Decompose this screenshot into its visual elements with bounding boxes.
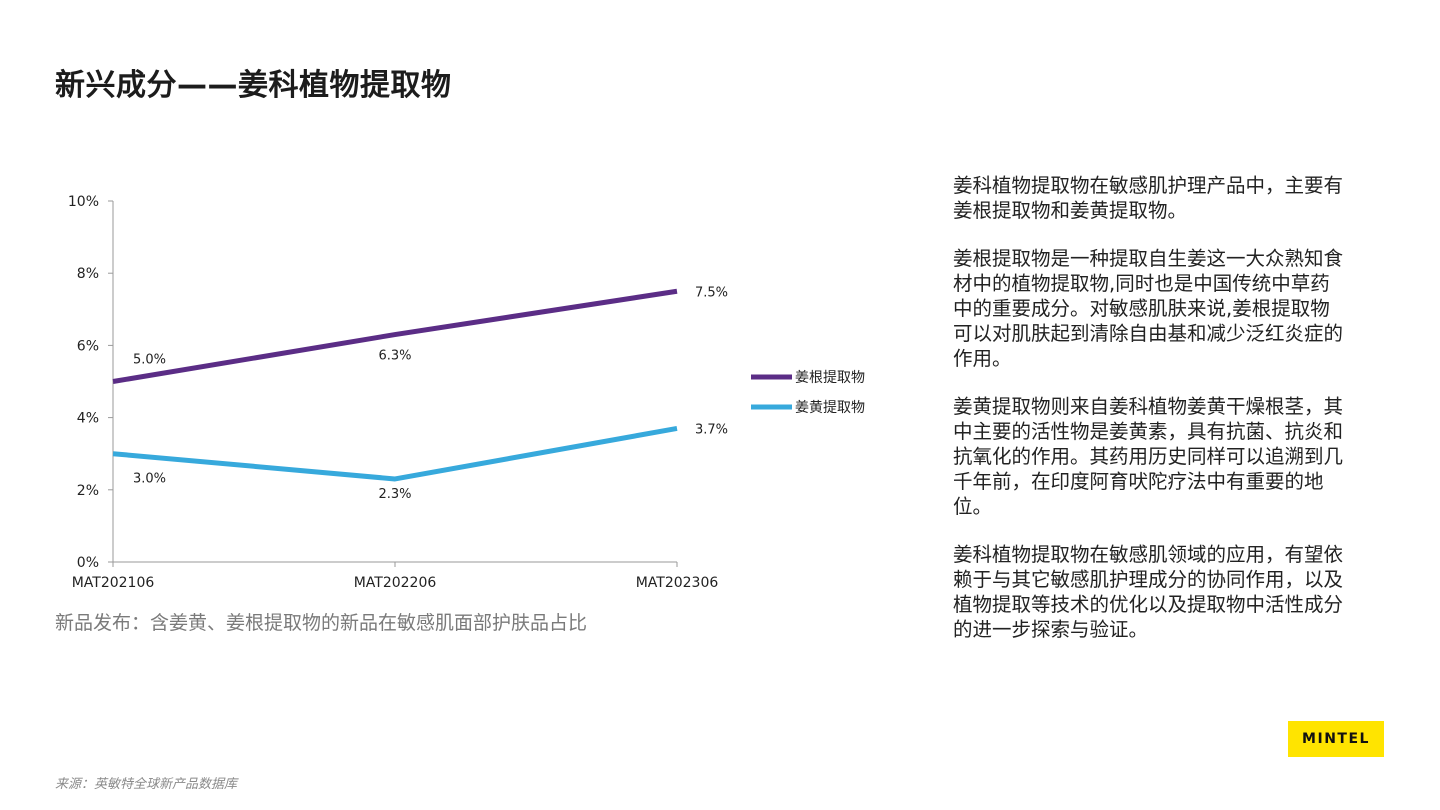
page-title: 新兴成分——姜科植物提取物 [55, 68, 452, 103]
x-tick-label: MAT202306 [636, 575, 719, 591]
chart-caption: 新品发布：含姜黄、姜根提取物的新品在敏感肌面部护肤品占比 [55, 612, 588, 634]
y-tick-label: 8% [77, 266, 99, 282]
description-panel: 姜科植物提取物在敏感肌护理产品中，主要有姜根提取物和姜黄提取物。 姜根提取物是一… [953, 173, 1345, 665]
y-tick-label: 10% [68, 194, 99, 210]
source-note: 来源：英敏特全球新产品数据库 [55, 777, 238, 792]
paragraph-outlook: 姜科植物提取物在敏感肌领域的应用，有望依赖于与其它敏感肌护理成分的协同作用，以及… [953, 543, 1344, 641]
data-label: 6.3% [378, 349, 411, 364]
y-tick-label: 4% [77, 411, 99, 427]
line-chart: 0% 2% 4% 6% 8% 10% MAT202106 MAT202206 MAT202306… [68, 194, 865, 591]
paragraph-intro: 姜科植物提取物在敏感肌护理产品中，主要有姜根提取物和姜黄提取物。 [953, 174, 1344, 222]
legend-label: 姜黄提取物 [795, 399, 865, 416]
y-tick-label: 6% [77, 338, 99, 354]
mintel-logo: MINTEL [1288, 721, 1384, 757]
paragraph-turmeric: 姜黄提取物则来自姜科植物姜黄干燥根茎，其中主要的活性物是姜黄素，具有抗菌、抗炎和… [953, 395, 1344, 518]
series-line-2 [112, 425, 678, 482]
series-line-1 [112, 288, 678, 384]
data-label: 3.0% [133, 472, 166, 487]
x-tick-label: MAT202106 [72, 575, 155, 591]
data-label: 2.3% [378, 487, 411, 502]
y-tick-label: 0% [77, 555, 99, 571]
data-label: 3.7% [695, 422, 728, 437]
legend-label: 姜根提取物 [795, 370, 865, 386]
x-tick-label: MAT202206 [354, 575, 437, 591]
data-label: 7.5% [695, 285, 728, 300]
y-tick-label: 2% [77, 483, 99, 499]
paragraph-ginger-root: 姜根提取物是一种提取自生姜这一大众熟知食材中的植物提取物,同时也是中国传统中草药… [953, 247, 1344, 370]
data-label: 5.0% [133, 353, 166, 368]
